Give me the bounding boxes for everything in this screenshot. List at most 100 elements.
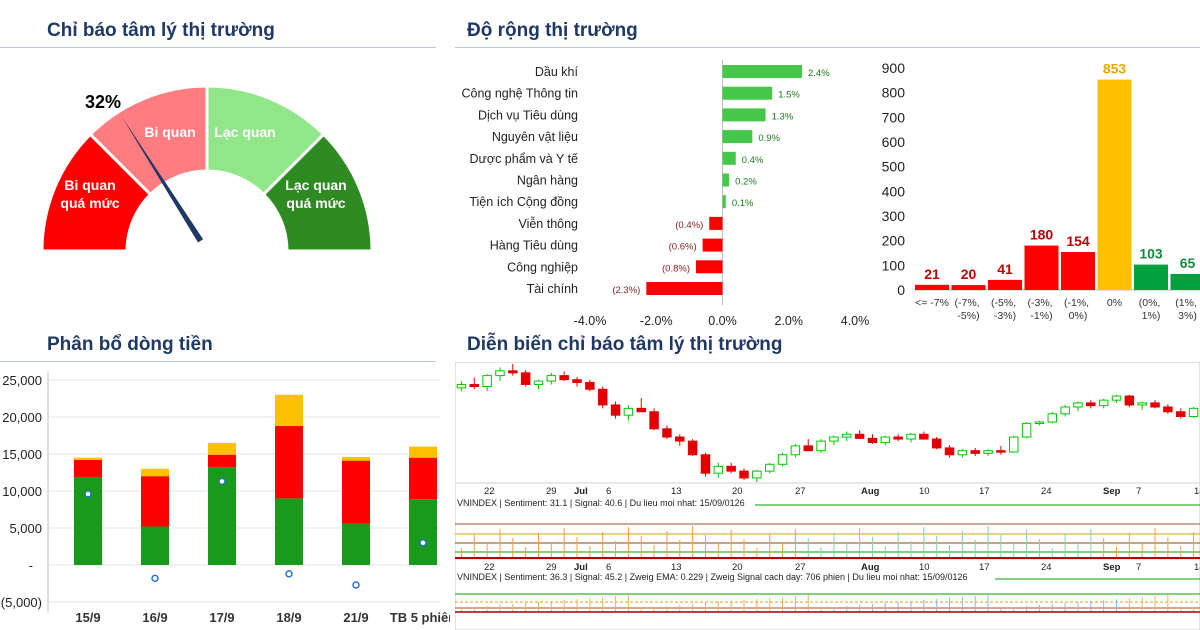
gauge-segment-very-optimistic: [261, 132, 374, 253]
history-candle-body: [829, 436, 839, 442]
history-candle-body: [572, 379, 582, 383]
history-candle-body: [1175, 411, 1186, 418]
history-x-tick: 13: [671, 486, 682, 497]
history-candle-body: [880, 436, 891, 443]
flow-y-tick: 20,000: [2, 410, 42, 425]
flow-bar-segment: [74, 457, 102, 460]
sector-category-label: Dược phẩm và Y tế: [469, 152, 578, 166]
dist-bar: [988, 279, 1022, 290]
history-candle-body: [546, 375, 557, 382]
flow-x-tick: 17/9: [209, 610, 234, 625]
sector-category-label: Tài chính: [527, 282, 578, 296]
history-x-tick: 17: [979, 486, 990, 497]
history-x-tick: 13: [671, 562, 682, 573]
dist-y-tick: 500: [882, 159, 906, 175]
flow-bar-segment: [74, 476, 102, 565]
dist-x-tick: 0%: [1107, 297, 1122, 309]
dist-data-label: 853: [1103, 61, 1127, 77]
history-candle-body: [662, 428, 672, 438]
flow-marker: [419, 539, 427, 547]
history-candle-body: [1086, 402, 1096, 407]
history-candle-body: [1137, 402, 1147, 406]
gauge-label-optimistic: Lạc quan: [214, 124, 275, 140]
dist-x-tick: (-3%, -1%): [1027, 297, 1055, 322]
history-candle-body: [867, 437, 878, 443]
sector-category-label: Viễn thông: [518, 216, 578, 231]
history-candle-body: [585, 381, 595, 390]
gauge-label-pessimistic: Bi quan: [144, 124, 195, 140]
breadth-title: Độ rộng thị trường: [467, 20, 638, 41]
dist-y-tick: 700: [882, 109, 906, 125]
history-candle-body: [726, 465, 736, 472]
history-candle-body: [1047, 413, 1058, 423]
flow-x-tick: 21/9: [343, 610, 368, 625]
gauge-label-very-optimistic: Lạc quan quá mức: [285, 177, 346, 211]
history-candle-body: [1021, 422, 1032, 438]
history-candle-body: [983, 450, 993, 454]
sector-category-label: Hàng Tiêu dùng: [490, 239, 578, 253]
history-candle-body: [456, 383, 467, 389]
dist-bar: [1170, 273, 1200, 290]
flow-x-tick: 18/9: [276, 610, 301, 625]
sector-data-label: (0.4%): [675, 220, 703, 231]
history-candle-body: [790, 445, 801, 456]
history-candle-body: [752, 470, 762, 479]
dist-bar: [1061, 252, 1095, 290]
sentiment-gauge: Bi quan quá mức Bi quan Lạc quan Lạc quan quá…: [40, 84, 374, 253]
flow-x-tick: TB 5 phiên: [390, 610, 450, 625]
sector-bar: [722, 65, 802, 78]
sector-x-tick: -2.0%: [640, 314, 673, 328]
history-candle-body: [533, 380, 544, 385]
history-candle-body: [495, 370, 505, 377]
flow-bar-segment: [74, 459, 102, 477]
dist-data-label: 103: [1139, 246, 1163, 262]
history-x-tick: 10: [919, 486, 930, 497]
history-candle-body: [1150, 402, 1160, 408]
dist-x-tick: (-7%, -5%): [954, 297, 982, 322]
flow-bar-segment: [208, 454, 236, 468]
dist-data-label: 41: [997, 261, 1013, 277]
flow-title: Phân bổ dòng tiền: [47, 334, 213, 355]
dist-y-tick: 0: [897, 282, 905, 298]
flow-bar-segment: [342, 460, 370, 524]
history-x-tick: Aug: [861, 562, 880, 573]
flow-bar-segment: [141, 468, 169, 477]
history-x-tick: 6: [606, 562, 611, 573]
history-x-tick: 20: [732, 486, 743, 497]
history-candle-body: [559, 375, 569, 381]
flow-bar-segment: [141, 526, 169, 565]
history-candle-body: [623, 407, 634, 416]
flow-bar-segment: [208, 442, 236, 455]
sector-bar: [709, 216, 723, 230]
history-candle-body: [1098, 399, 1109, 407]
history-x-tick: 17: [979, 562, 990, 573]
sector-x-tick: 0.0%: [708, 314, 737, 328]
history-x-tick: Aug: [861, 486, 880, 497]
history-x-tick: 27: [795, 486, 806, 497]
history-x-tick: 6: [606, 486, 611, 497]
sector-data-label: 0.4%: [742, 155, 764, 166]
sector-bar: [722, 151, 736, 165]
dist-y-tick: 400: [882, 183, 906, 199]
history-x-tick: 24: [1041, 562, 1052, 573]
history-candle-body: [482, 375, 492, 388]
history-frame: [455, 362, 1200, 630]
history-x-tick: Sep: [1103, 562, 1121, 573]
history-candle-body: [970, 450, 980, 454]
history-x-tick: 7: [1136, 486, 1141, 497]
history-candle-body: [1073, 402, 1083, 408]
flow-y-tick: 15,000: [2, 447, 42, 462]
flow-bar-segment: [275, 394, 303, 426]
sector-bar: [696, 260, 723, 274]
sector-bar: [702, 238, 723, 252]
history-candle-body: [1034, 421, 1045, 424]
sector-data-label: (2.3%): [612, 285, 640, 296]
history-candle-body: [854, 433, 865, 439]
sector-category-label: Dầu khí: [535, 65, 579, 79]
sector-bar: [722, 86, 773, 100]
sector-bar: [722, 173, 730, 187]
flow-bar-segment: [409, 499, 437, 565]
dist-y-tick: 200: [882, 233, 906, 249]
sector-bar: [646, 282, 723, 295]
sector-category-label: Nguyên vật liệu: [492, 130, 578, 144]
